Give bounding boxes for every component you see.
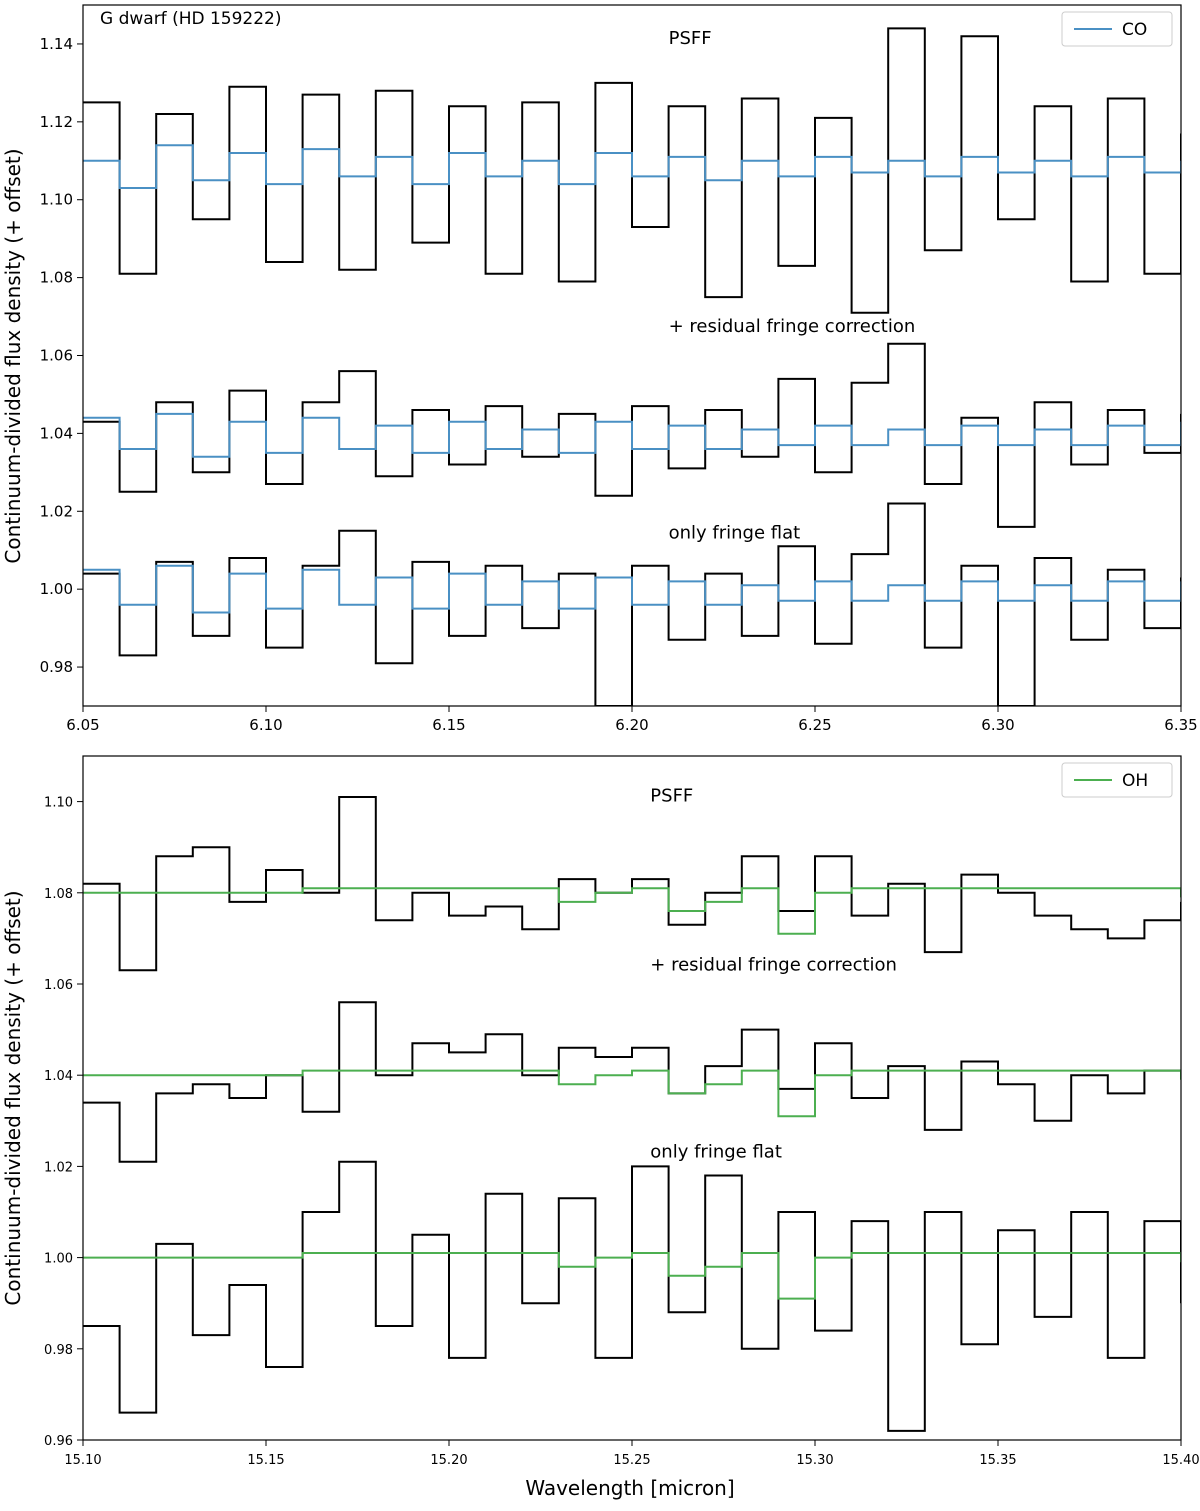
series-spectrum-2 — [83, 1001, 1181, 1163]
series-co-model-1 — [83, 144, 1181, 189]
legend-box — [1061, 11, 1173, 47]
panel-annotation: + residual fringe correction — [669, 316, 916, 337]
series-co-model-3 — [83, 564, 1181, 614]
series-co-model-2 — [83, 412, 1181, 458]
legend-box — [1061, 762, 1173, 798]
y-tick-label: 0.98 — [44, 1343, 73, 1358]
x-tick-label: 6.10 — [249, 716, 282, 734]
y-tick-label: 1.02 — [44, 1160, 73, 1175]
y-tick-label: 0.98 — [40, 658, 73, 676]
x-tick-label: 15.15 — [247, 1453, 284, 1468]
x-tick-label: 6.30 — [981, 716, 1014, 734]
y-tick-label: 1.10 — [44, 796, 73, 811]
panel-annotation: only fringe flat — [669, 523, 801, 544]
y-tick-label: 1.06 — [44, 978, 73, 993]
y-tick-label: 1.12 — [40, 113, 73, 131]
y-tick-label: 1.00 — [44, 1252, 73, 1267]
series-spectrum-3 — [83, 1160, 1181, 1432]
series-spectrum-1 — [83, 796, 1181, 972]
y-tick-label: 1.08 — [44, 887, 73, 902]
chart-title: G dwarf (HD 159222) — [100, 9, 282, 29]
x-axis-label: Wavelength [micron] — [525, 1476, 734, 1500]
y-tick-label: 1.02 — [40, 502, 73, 520]
y-tick-label: 1.10 — [40, 191, 73, 209]
series-spectrum-2 — [83, 342, 1181, 528]
x-tick-label: 15.20 — [430, 1453, 467, 1468]
y-tick-label: 0.96 — [44, 1434, 73, 1449]
chart-bottom: 0.96 0.98 1.00 1.02 1.04 1.06 1.08 1.10 15.10 15… — [1, 755, 1200, 1468]
x-tick-label: 6.35 — [1164, 716, 1197, 734]
legend-label: OH — [1122, 771, 1148, 791]
x-tick-label: 6.25 — [798, 716, 831, 734]
x-tick-label: 6.05 — [66, 716, 99, 734]
legend-label: CO — [1122, 20, 1147, 40]
panel-annotation: PSFF — [650, 786, 693, 807]
x-tick-label: 15.30 — [796, 1453, 833, 1468]
series-oh-model-2 — [83, 1069, 1181, 1118]
y-tick-label: 1.04 — [44, 1069, 73, 1084]
series-oh-model-1 — [83, 887, 1181, 935]
legend: CO — [1061, 11, 1173, 47]
x-tick-label: 15.25 — [613, 1453, 650, 1468]
x-tick-label: 6.20 — [615, 716, 648, 734]
x-tick-label: 15.35 — [979, 1453, 1016, 1468]
chart-top: 0.98 1.00 1.02 1.04 1.06 1.08 1.10 1.12 1.14 6.0… — [1, 4, 1198, 734]
panel-annotation: only fringe flat — [650, 1141, 782, 1162]
y-tick-label: 1.06 — [40, 347, 73, 365]
panel-annotation: PSFF — [669, 28, 712, 49]
y-axis-label: Continuum-divided flux density (+ offset… — [1, 148, 25, 563]
series-oh-model-3 — [83, 1252, 1181, 1300]
panel-annotation: + residual fringe correction — [650, 954, 897, 975]
y-tick-label: 1.00 — [40, 580, 73, 598]
y-tick-label: 1.04 — [40, 424, 73, 442]
x-tick-label: 15.40 — [1162, 1453, 1199, 1468]
legend: OH — [1061, 762, 1173, 798]
x-tick-label: 15.10 — [64, 1453, 101, 1468]
series-spectrum-3 — [83, 502, 1181, 706]
y-axis-label: Continuum-divided flux density (+ offset… — [1, 890, 25, 1305]
x-tick-label: 6.15 — [432, 716, 465, 734]
y-tick-label: 1.14 — [40, 35, 73, 53]
series-spectrum-1 — [83, 27, 1181, 314]
y-tick-label: 1.08 — [40, 269, 73, 287]
